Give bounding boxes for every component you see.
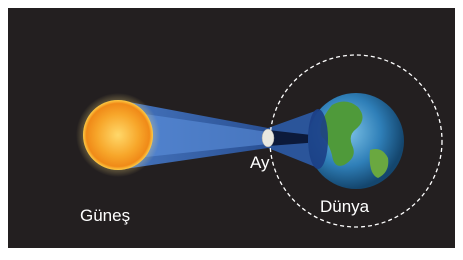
sun-label: Güneş: [80, 206, 130, 225]
shadow-spot: [308, 109, 328, 169]
moon: [262, 129, 274, 147]
earth-label: Dünya: [320, 197, 370, 216]
sun: [83, 100, 153, 170]
eclipse-diagram: Güneş Ay Dünya: [0, 0, 463, 255]
moon-label: Ay: [250, 153, 270, 172]
